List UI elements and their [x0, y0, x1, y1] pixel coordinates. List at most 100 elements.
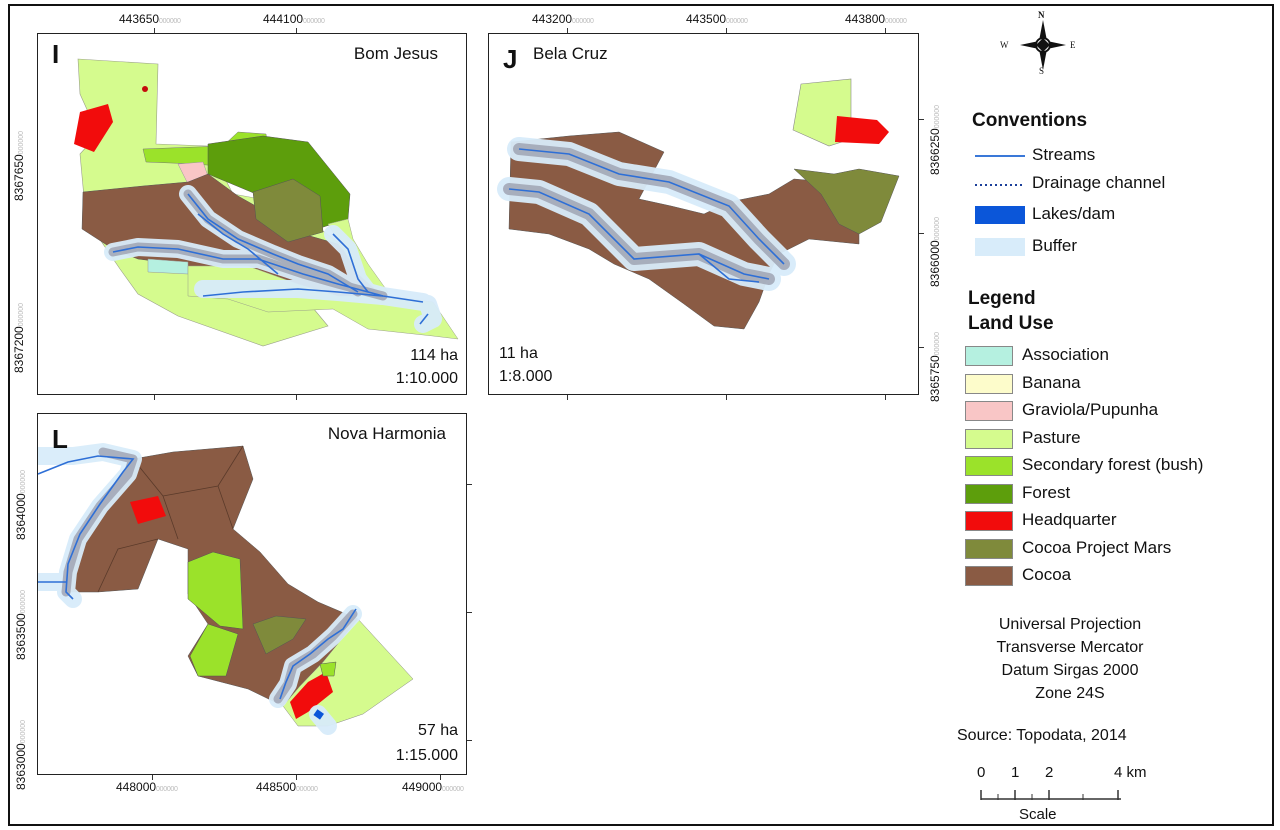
legend-swatch	[965, 566, 1013, 586]
area-label: 57 ha	[417, 722, 458, 739]
stream-line	[112, 193, 429, 325]
y-tick-label: 8365750000000	[928, 331, 942, 402]
tick-mark	[885, 28, 886, 33]
headquarter-area	[835, 116, 889, 144]
y-tick-label: 8367200000000	[12, 302, 26, 373]
y-tick-label: 8364000000000	[14, 469, 28, 540]
legend-swatch	[965, 401, 1013, 421]
tick-mark	[919, 119, 924, 120]
map-i-drawing	[74, 58, 459, 347]
panel-letter: I	[52, 39, 60, 69]
legend-label: Headquarter	[1022, 510, 1117, 529]
legend-label: Association	[1022, 345, 1109, 364]
legend-label: Banana	[1022, 372, 1081, 392]
tick-mark	[726, 395, 727, 400]
x-tick-label: 448500000000	[256, 780, 318, 794]
map-panel-j: J Bela Cruz 11 ha 1:8.000	[488, 33, 919, 395]
tick-mark	[154, 28, 155, 33]
convention-drainage: Drainage channel	[975, 171, 1265, 197]
x-tick-label: 443650000000	[119, 12, 181, 26]
legend-swatch	[965, 456, 1013, 476]
area-label: 11 ha	[499, 345, 538, 362]
secondary-forest-area	[187, 551, 244, 630]
convention-buffer: Buffer	[975, 234, 1265, 260]
y-tick-label: 8366250000000	[928, 104, 942, 175]
parcel-boundary	[97, 445, 244, 593]
scale-ratio: 1:8.000	[499, 368, 553, 385]
legend-subtitle: Land Use	[968, 313, 1054, 334]
x-tick-label: 444100000000	[263, 12, 325, 26]
headquarter-area	[130, 496, 166, 524]
tick-mark	[885, 395, 886, 400]
convention-lakes: Lakes/dam	[975, 202, 1265, 228]
stream-line	[38, 455, 357, 700]
legend-item: Banana	[965, 371, 1265, 397]
compass-n: N	[1038, 10, 1045, 20]
convention-streams: Streams	[975, 143, 1265, 169]
panel-letter: L	[52, 424, 68, 454]
x-tick-label: 443200000000	[532, 12, 594, 26]
tick-mark	[467, 484, 472, 485]
map-panel-i: I Bom Jesus 114 ha 1:10.000	[37, 33, 467, 395]
legend-label: Cocoa Project Mars	[1022, 537, 1172, 557]
projection-line: Transverse Mercator	[996, 639, 1144, 656]
compass-w: W	[1000, 40, 1009, 50]
scale-tick-2: 2	[1045, 764, 1054, 781]
convention-label: Streams	[1032, 145, 1096, 164]
projection-info: Universal Projection Transverse Mercator…	[955, 613, 1185, 705]
scale-tick-4: 4 km	[1114, 764, 1147, 781]
map-j-drawing	[497, 78, 900, 330]
lake-dam	[313, 709, 324, 720]
tick-mark	[726, 28, 727, 33]
projection-line: Datum Sirgas 2000	[1001, 662, 1139, 679]
tick-mark	[467, 740, 472, 741]
panel-letter: J	[503, 44, 518, 74]
cocoa-area	[508, 131, 860, 330]
legend-label: Pasture	[1022, 427, 1081, 447]
legend-swatch	[965, 346, 1013, 366]
tick-mark	[296, 395, 297, 400]
legend-swatch	[965, 428, 1013, 449]
stream-symbol	[975, 155, 1025, 157]
scale-label: Scale	[1019, 806, 1057, 823]
tick-mark	[919, 233, 924, 234]
conventions-title: Conventions	[972, 110, 1088, 131]
legend-label: Secondary forest (bush)	[1022, 455, 1204, 474]
scale-tick-1: 1	[1011, 764, 1020, 781]
headquarter-area	[74, 104, 113, 152]
stream-line	[508, 148, 785, 283]
tick-mark	[154, 395, 155, 400]
tick-mark	[467, 612, 472, 613]
convention-label: Drainage channel	[1032, 173, 1166, 192]
convention-label: Buffer	[1032, 236, 1078, 255]
y-tick-label: 8363000000000	[14, 719, 28, 790]
north-arrow: N S W E	[1000, 10, 1076, 76]
tick-mark	[567, 28, 568, 33]
legend-item: Graviola/Pupunha	[965, 398, 1265, 424]
tick-mark	[567, 395, 568, 400]
legend-item: Cocoa Project Mars	[965, 536, 1265, 562]
compass-e: E	[1070, 40, 1076, 50]
legend-item: Forest	[965, 481, 1265, 507]
legend-swatch	[965, 373, 1013, 394]
x-tick-label: 448000000000	[116, 780, 178, 794]
convention-label: Lakes/dam	[1032, 204, 1116, 223]
projection-line: Zone 24S	[1035, 685, 1105, 702]
tick-mark	[152, 775, 153, 780]
secondary-forest-area	[189, 623, 239, 677]
cocoa-project-area	[252, 178, 324, 243]
y-tick-label: 8366000000000	[928, 216, 942, 287]
site-name: Nova Harmonia	[327, 424, 446, 443]
scale-ratio: 1:10.000	[395, 370, 458, 387]
legend-item: Pasture	[965, 426, 1265, 452]
compass-rose-icon	[1020, 20, 1066, 70]
site-name: Bom Jesus	[353, 44, 438, 63]
scale-bar	[980, 790, 1121, 800]
projection-line: Universal Projection	[998, 616, 1142, 633]
tick-mark	[296, 775, 297, 780]
scale-ratio: 1:15.000	[395, 747, 458, 764]
legend-label: Cocoa	[1022, 565, 1072, 584]
scale-tick-0: 0	[977, 764, 986, 781]
y-tick-label: 8367650000000	[12, 130, 26, 201]
cocoa-project-area	[793, 168, 900, 235]
